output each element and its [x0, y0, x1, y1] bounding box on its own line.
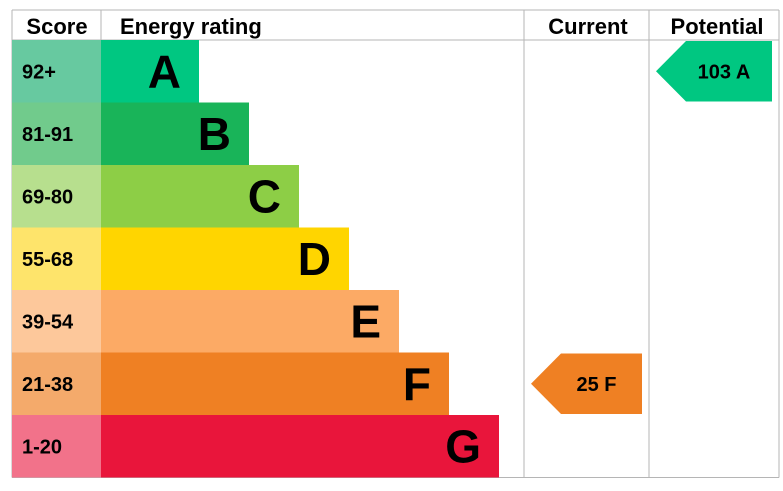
potential-arrow — [656, 41, 772, 102]
score-cell-g — [12, 415, 101, 478]
score-label-e: 39-54 — [22, 311, 74, 333]
header-current: Current — [548, 14, 628, 39]
header-score: Score — [26, 14, 87, 39]
rating-bands: 92+ A 81-91 B 69-80 C 55-68 D 39-54 E 21-38 F 1-20 G — [12, 40, 499, 478]
band-letter-b: B — [198, 108, 231, 160]
header-energy-rating: Energy rating — [120, 14, 262, 39]
band-letter-c: C — [248, 170, 281, 222]
band-letter-a: A — [148, 45, 181, 97]
score-label-d: 55-68 — [22, 249, 73, 271]
band-bar-b — [101, 102, 249, 165]
band-bar-c — [101, 165, 299, 228]
score-label-f: 21-38 — [22, 374, 73, 396]
band-bar-f — [101, 352, 449, 415]
band-bar-a — [101, 40, 199, 103]
score-cell-d — [12, 227, 101, 290]
column-headers: Score Energy rating Current Potential — [26, 14, 763, 39]
score-cell-e — [12, 290, 101, 353]
band-letter-e: E — [350, 295, 381, 347]
band-bar-g — [101, 415, 499, 478]
header-potential: Potential — [671, 14, 764, 39]
score-label-c: 69-80 — [22, 186, 73, 208]
score-label-a: 92+ — [22, 61, 56, 83]
score-label-g: 1-20 — [22, 436, 62, 458]
band-bar-e — [101, 290, 399, 353]
band-bar-d — [101, 227, 349, 290]
rating-arrows: 25 F 103 A — [531, 41, 772, 414]
score-cell-b — [12, 102, 101, 165]
score-label-b: 81-91 — [22, 124, 73, 146]
current-arrow — [531, 353, 642, 414]
band-letter-d: D — [298, 233, 331, 285]
band-letter-g: G — [445, 420, 481, 472]
score-cell-f — [12, 352, 101, 415]
current-arrow-label: 25 F — [576, 374, 616, 396]
score-cell-c — [12, 165, 101, 228]
potential-arrow-label: 103 A — [698, 61, 751, 83]
band-letter-f: F — [403, 358, 431, 410]
score-cell-a — [12, 40, 101, 103]
